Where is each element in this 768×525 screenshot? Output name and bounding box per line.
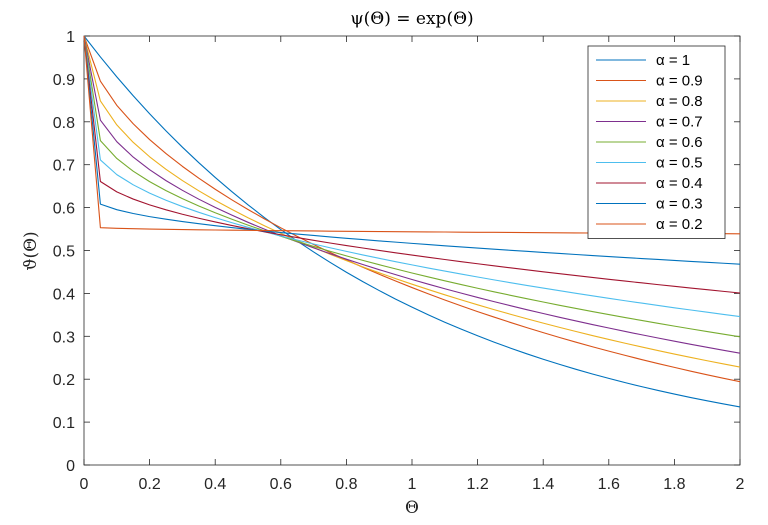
legend-label: α = 0.5: [656, 155, 703, 172]
y-tick-label: 0: [66, 458, 75, 475]
series-line-2: [83, 35, 741, 368]
x-tick-label: 1.8: [663, 476, 685, 493]
x-tick-label: 2: [736, 476, 745, 493]
x-tick-label: 0.8: [335, 476, 357, 493]
axes: 0 0.2 0.4 0.6 0.8 1 1.2 1.4 1.6 1.8 2 0 0.1 0.2 0.3 0.4…: [53, 29, 745, 493]
y-tick-label: 0.8: [53, 115, 75, 132]
series-line-5: [83, 35, 741, 318]
x-tick-label: 1.2: [466, 476, 488, 493]
x-tick-label: 1.4: [532, 476, 554, 493]
x-tick-label: 0: [80, 476, 89, 493]
legend-label: α = 0.2: [656, 216, 703, 233]
legend-label: α = 0.4: [656, 175, 703, 192]
series-line-0: [83, 35, 741, 408]
series-line-3: [83, 35, 741, 354]
x-tick-label: 1.6: [598, 476, 620, 493]
series-line-4: [83, 35, 741, 338]
y-tick-label: 0.2: [53, 372, 75, 389]
x-tick-label: 1: [408, 476, 417, 493]
y-tick-label: 0.6: [53, 201, 75, 218]
x-tick-label: 0.2: [138, 476, 160, 493]
legend-label: α = 1: [656, 52, 690, 69]
series-line-7: [83, 35, 741, 265]
legend-label: α = 0.9: [656, 73, 703, 90]
legend-label: α = 0.3: [656, 196, 703, 213]
chart-title: ψ(Θ) = exp(Θ): [350, 9, 473, 29]
y-tick-label: 0.9: [53, 72, 75, 89]
y-tick-label: 0.1: [53, 415, 75, 432]
y-tick-label: 0.5: [53, 244, 75, 261]
series-line-6: [83, 35, 741, 294]
y-tick-label: 0.7: [53, 158, 75, 175]
legend-label: α = 0.8: [656, 93, 703, 110]
x-tick-label: 0.6: [270, 476, 292, 493]
legend-label: α = 0.6: [656, 134, 703, 151]
y-tick-label: 0.4: [53, 286, 75, 303]
legend: α = 1 α = 0.9 α = 0.8 α = 0.7 α = 0.6 α = 0.5…: [587, 45, 726, 239]
y-tick-label: 1: [66, 29, 75, 46]
series-line-1: [83, 35, 741, 383]
y-axis-title: ϑ(Θ): [21, 231, 41, 270]
x-axis-title: Θ: [405, 498, 419, 518]
x-tick-label: 0.4: [204, 476, 226, 493]
y-tick-label: 0.3: [53, 329, 75, 346]
legend-label: α = 0.7: [656, 114, 703, 131]
